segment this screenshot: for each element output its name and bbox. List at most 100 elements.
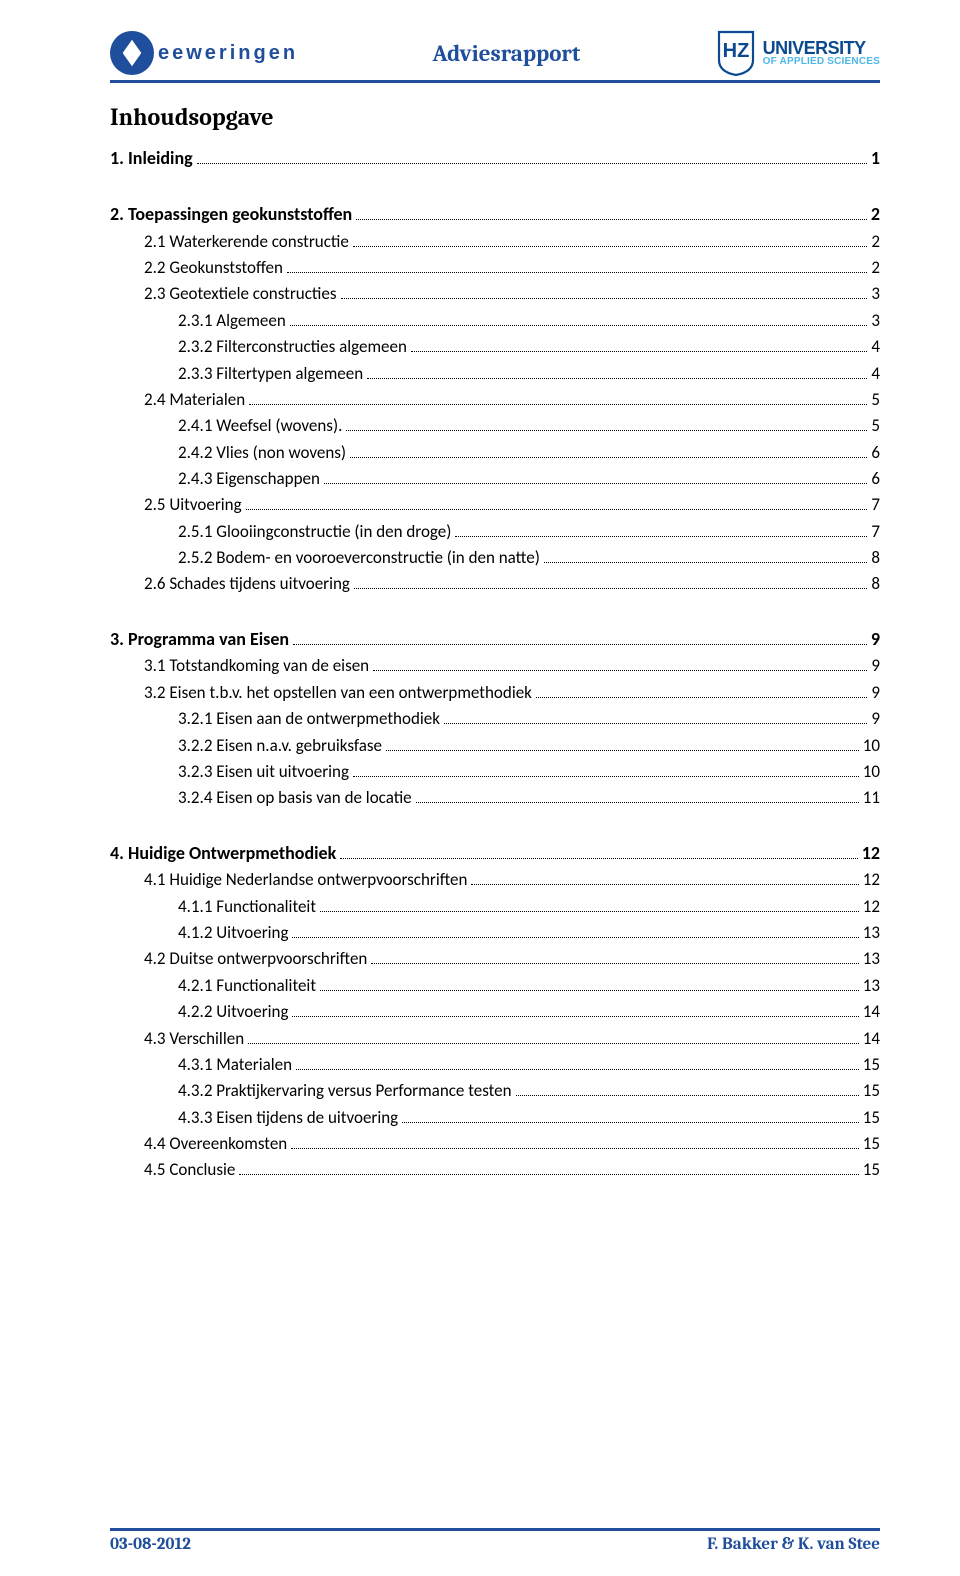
toc-entry-label: 4.2.1 Functionaliteit bbox=[178, 973, 316, 999]
toc-entry-label: 2.4.2 Vlies (non wovens) bbox=[178, 440, 346, 466]
toc-entry[interactable]: 2.6 Schades tijdens uitvoering8 bbox=[110, 571, 880, 597]
toc-entry[interactable]: 2.3.1 Algemeen3 bbox=[110, 308, 880, 334]
toc-entry[interactable]: 1. Inleiding1 bbox=[110, 145, 880, 173]
toc-entry[interactable]: 3.2.3 Eisen uit uitvoering10 bbox=[110, 759, 880, 785]
toc-entry-label: 2.5 Uitvoering bbox=[144, 492, 242, 518]
toc-leader-dots bbox=[356, 204, 867, 220]
toc-entry[interactable]: 2.5.1 Glooiingconstructie (in den droge)… bbox=[110, 519, 880, 545]
page-footer: 03-08-2012 F. Bakker & K. van Stee bbox=[110, 1528, 880, 1554]
toc-entry[interactable]: 4.5 Conclusie15 bbox=[110, 1157, 880, 1183]
footer-rule bbox=[110, 1528, 880, 1531]
toc-entry[interactable]: 4.2 Duitse ontwerpvoorschriften13 bbox=[110, 946, 880, 972]
toc-entry[interactable]: 4.3.3 Eisen tijdens de uitvoering15 bbox=[110, 1105, 880, 1131]
toc-entry-page: 4 bbox=[871, 361, 880, 387]
toc-entry-label: 2.4.1 Weefsel (wovens). bbox=[178, 413, 342, 439]
toc-entry-label: 3. Programma van Eisen bbox=[110, 626, 289, 654]
toc-entry-page: 10 bbox=[863, 759, 880, 785]
svg-text:HZ: HZ bbox=[722, 40, 749, 62]
toc-entry-label: 2.3 Geotextiele constructies bbox=[144, 281, 337, 307]
toc-entry[interactable]: 4.3 Verschillen14 bbox=[110, 1026, 880, 1052]
toc-heading: Inhoudsopgave bbox=[110, 103, 880, 131]
toc-entry[interactable]: 2.2 Geokunststoffen 2 bbox=[110, 255, 880, 281]
toc-entry-page: 2 bbox=[871, 201, 880, 229]
toc-entry[interactable]: 4.4 Overeenkomsten15 bbox=[110, 1131, 880, 1157]
toc-leader-dots bbox=[444, 709, 867, 724]
table-of-contents: 1. Inleiding1 2. Toepassingen geokunststo… bbox=[110, 145, 880, 1184]
toc-entry[interactable]: 2.4.2 Vlies (non wovens)6 bbox=[110, 440, 880, 466]
toc-entry[interactable]: 4.3.1 Materialen15 bbox=[110, 1052, 880, 1078]
toc-leader-dots bbox=[411, 337, 867, 352]
toc-entry-page: 15 bbox=[863, 1078, 880, 1104]
toc-entry-page: 9 bbox=[871, 626, 880, 654]
toc-entry-page: 13 bbox=[863, 973, 880, 999]
toc-entry-page: 2 bbox=[871, 229, 880, 255]
toc-entry-label: 4.1 Huidige Nederlandse ontwerpvoorschri… bbox=[144, 867, 467, 893]
toc-leader-dots bbox=[320, 896, 859, 911]
toc-leader-dots bbox=[536, 683, 867, 698]
toc-leader-dots bbox=[290, 311, 868, 326]
toc-leader-dots bbox=[544, 548, 868, 563]
toc-entry[interactable]: 2.4.1 Weefsel (wovens). 5 bbox=[110, 413, 880, 439]
toc-leader-dots bbox=[471, 870, 858, 885]
toc-entry-label: 4.2.2 Uitvoering bbox=[178, 999, 288, 1025]
toc-leader-dots bbox=[293, 628, 867, 644]
toc-entry[interactable]: 2.3.2 Filterconstructies algemeen4 bbox=[110, 334, 880, 360]
toc-entry-label: 4.3.1 Materialen bbox=[178, 1052, 292, 1078]
toc-entry-page: 13 bbox=[863, 920, 880, 946]
toc-entry-page: 14 bbox=[863, 999, 880, 1025]
toc-entry-page: 9 bbox=[871, 653, 880, 679]
toc-entry[interactable]: 2.5.2 Bodem- en vooroeverconstructie (in… bbox=[110, 545, 880, 571]
toc-entry-page: 7 bbox=[871, 492, 880, 518]
toc-entry[interactable]: 3.2.2 Eisen n.a.v. gebruiksfase10 bbox=[110, 733, 880, 759]
toc-entry-label: 4.3 Verschillen bbox=[144, 1026, 244, 1052]
toc-entry[interactable]: 3.2.4 Eisen op basis van de locatie11 bbox=[110, 785, 880, 811]
document-title: Adviesrapport bbox=[298, 40, 715, 67]
toc-entry[interactable]: 2.3 Geotextiele constructies3 bbox=[110, 281, 880, 307]
toc-entry[interactable]: 2.4 Materialen5 bbox=[110, 387, 880, 413]
toc-entry[interactable]: 3.2.1 Eisen aan de ontwerpmethodiek9 bbox=[110, 706, 880, 732]
toc-entry[interactable]: 4. Huidige Ontwerpmethodiek 12 bbox=[110, 840, 880, 868]
toc-entry-label: 3.2 Eisen t.b.v. het opstellen van een o… bbox=[144, 680, 532, 706]
toc-leader-dots bbox=[371, 949, 858, 964]
toc-entry-page: 12 bbox=[862, 840, 880, 868]
page-header: eeweringen Adviesrapport HZ UNIVERSITY O… bbox=[110, 30, 880, 76]
toc-entry-label: 4. Huidige Ontwerpmethodiek bbox=[110, 840, 336, 868]
toc-entry-label: 3.2.4 Eisen op basis van de locatie bbox=[178, 785, 412, 811]
hz-badge-icon: HZ bbox=[715, 30, 757, 76]
toc-leader-dots bbox=[455, 521, 867, 536]
toc-entry-page: 9 bbox=[871, 680, 880, 706]
toc-leader-dots bbox=[353, 231, 868, 246]
toc-entry[interactable]: 4.2.2 Uitvoering 14 bbox=[110, 999, 880, 1025]
toc-leader-dots bbox=[292, 1002, 858, 1017]
university-text: UNIVERSITY OF APPLIED SCIENCES bbox=[763, 39, 880, 67]
toc-entry-page: 2 bbox=[871, 255, 880, 281]
zeeweringen-icon bbox=[110, 31, 154, 75]
toc-entry[interactable]: 2. Toepassingen geokunststoffen2 bbox=[110, 201, 880, 229]
toc-entry[interactable]: 4.2.1 Functionaliteit 13 bbox=[110, 973, 880, 999]
toc-entry-label: 3.1 Totstandkoming van de eisen bbox=[144, 653, 369, 679]
toc-leader-dots bbox=[373, 656, 867, 671]
toc-entry[interactable]: 4.1.1 Functionaliteit12 bbox=[110, 894, 880, 920]
toc-leader-dots bbox=[386, 735, 859, 750]
toc-entry[interactable]: 2.3.3 Filtertypen algemeen4 bbox=[110, 361, 880, 387]
toc-leader-dots bbox=[239, 1160, 858, 1175]
toc-entry[interactable]: 4.1 Huidige Nederlandse ontwerpvoorschri… bbox=[110, 867, 880, 893]
toc-entry[interactable]: 4.1.2 Uitvoering13 bbox=[110, 920, 880, 946]
document-page: eeweringen Adviesrapport HZ UNIVERSITY O… bbox=[0, 0, 960, 1576]
toc-leader-dots bbox=[246, 495, 868, 510]
toc-entry[interactable]: 2.5 Uitvoering 7 bbox=[110, 492, 880, 518]
toc-entry-page: 12 bbox=[863, 867, 880, 893]
university-name-bottom: OF APPLIED SCIENCES bbox=[763, 57, 880, 67]
toc-entry[interactable]: 3. Programma van Eisen 9 bbox=[110, 626, 880, 654]
toc-entry-page: 9 bbox=[871, 706, 880, 732]
toc-entry[interactable]: 3.2 Eisen t.b.v. het opstellen van een o… bbox=[110, 680, 880, 706]
toc-entry-label: 2.2 Geokunststoffen bbox=[144, 255, 283, 281]
toc-entry[interactable]: 3.1 Totstandkoming van de eisen 9 bbox=[110, 653, 880, 679]
toc-leader-dots bbox=[292, 923, 858, 938]
toc-entry-page: 15 bbox=[863, 1157, 880, 1183]
toc-entry-page: 8 bbox=[871, 545, 880, 571]
toc-entry[interactable]: 2.1 Waterkerende constructie2 bbox=[110, 229, 880, 255]
toc-entry[interactable]: 2.4.3 Eigenschappen6 bbox=[110, 466, 880, 492]
toc-entry[interactable]: 4.3.2 Praktijkervaring versus Performanc… bbox=[110, 1078, 880, 1104]
toc-leader-dots bbox=[287, 258, 867, 273]
